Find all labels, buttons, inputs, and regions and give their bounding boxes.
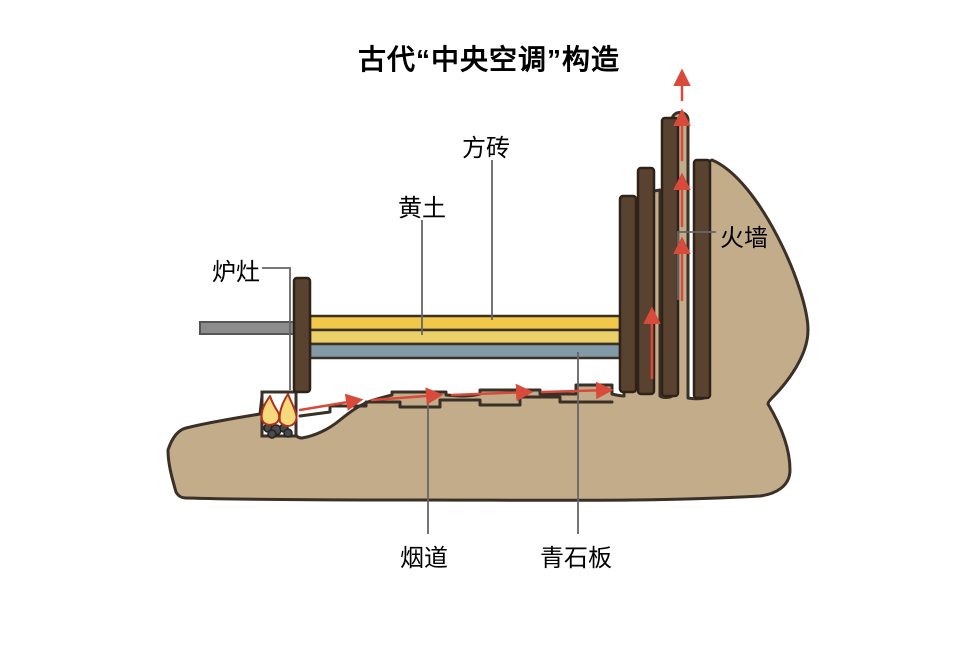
label-huoqiang: 火墙 — [720, 218, 768, 253]
label-huangtu: 黄土 — [398, 188, 446, 223]
label-fangzhuan: 方砖 — [462, 128, 510, 163]
diagram-svg — [0, 0, 978, 653]
label-qingshiban: 青石板 — [540, 538, 612, 573]
label-yandao: 烟道 — [400, 538, 448, 573]
diagram-canvas: 古代“中央空调”构造 方砖 黄土 炉灶 火墙 烟道 青石板 — [0, 0, 978, 653]
label-luzao: 炉灶 — [212, 252, 260, 287]
